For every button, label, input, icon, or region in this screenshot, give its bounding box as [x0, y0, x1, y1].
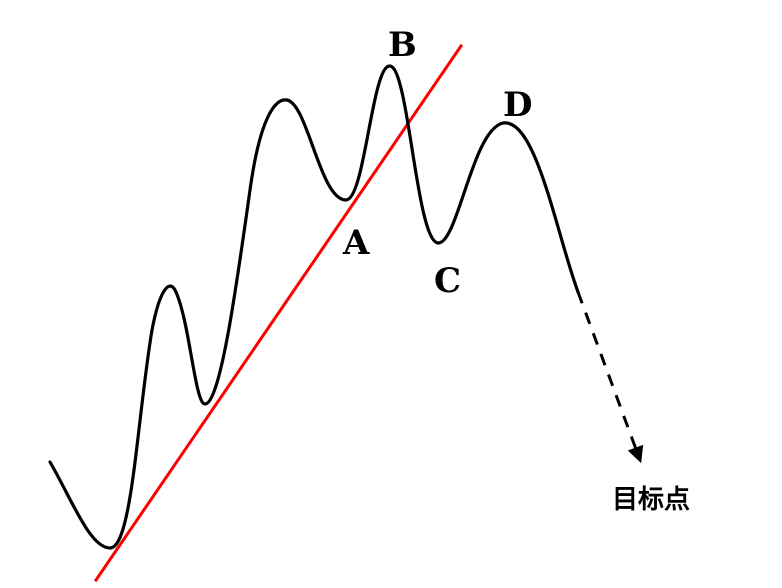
projection-dashed-arrow — [576, 291, 644, 464]
price-wave-line — [48, 64, 580, 550]
point-label-c: C — [434, 261, 461, 301]
ascending-trendline — [93, 43, 464, 583]
point-label-b: B — [388, 25, 417, 65]
point-label-a: A — [342, 223, 370, 263]
point-label-d: D — [503, 85, 532, 125]
target-point-label: 目标点 — [612, 484, 690, 515]
